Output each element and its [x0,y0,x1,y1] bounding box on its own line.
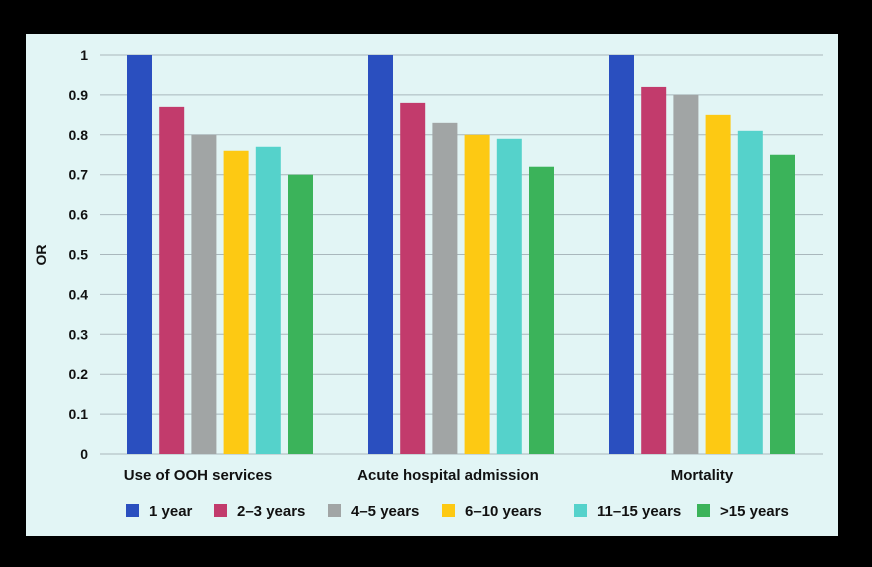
legend-label: 2–3 years [237,503,305,520]
category-label: Use of OOH services [124,467,272,484]
bar-chart: 0 0.1 0.2 0.3 0.4 0.5 0.6 0.7 0.8 0.9 1 Use of OOH… [33,47,823,520]
legend-swatch [574,504,587,517]
legend-label: 11–15 years [597,503,681,520]
bar [641,86,667,455]
bar [705,114,731,454]
bar [496,138,522,454]
y-tick-label: 0 [80,446,88,462]
bar [127,55,152,454]
y-tick-label: 0.3 [69,326,89,342]
bar [464,134,490,455]
legend-label: 1 year [149,503,193,520]
y-tick-label: 0.4 [69,286,89,302]
y-tick-label: 0.8 [69,127,89,143]
category-label: Acute hospital admission [357,467,539,484]
legend-swatch [328,504,341,517]
y-tick-label: 1 [80,47,88,63]
legend-label: 4–5 years [351,503,419,520]
legend-swatch [214,504,227,517]
legend-swatch [442,504,455,517]
bar [223,150,249,454]
y-tick-label: 0.5 [69,247,89,263]
bar [159,106,185,455]
legend-swatch [697,504,710,517]
bar [737,130,763,454]
bar [770,154,795,454]
bar [368,55,393,454]
y-tick-label: 0.9 [69,87,89,103]
y-tick-label: 0.7 [69,167,89,183]
bar [400,102,426,454]
bar [609,55,634,454]
y-tick-label: 0.6 [69,207,89,223]
bar [529,166,554,454]
bar [255,146,281,454]
bar [191,134,217,455]
category-label: Mortality [671,467,734,484]
y-tick-label: 0.2 [69,366,89,382]
gridlines [100,54,823,455]
legend-swatch [126,504,139,517]
legend-label: >15 years [720,503,789,520]
legend-label: 6–10 years [465,503,542,520]
bar [432,122,458,454]
bar [673,94,699,455]
y-tick-labels: 0 0.1 0.2 0.3 0.4 0.5 0.6 0.7 0.8 0.9 1 [69,47,89,462]
y-axis-label: OR [33,245,49,266]
y-tick-label: 0.1 [69,406,89,422]
bars [127,55,795,455]
bar [288,174,313,454]
category-labels: Use of OOH services Acute hospital admiss… [124,467,734,484]
chart-panel: 0 0.1 0.2 0.3 0.4 0.5 0.6 0.7 0.8 0.9 1 Use of OOH… [26,34,838,536]
legend: 1 year 2–3 years 4–5 years 6–10 years 11–15 … [126,503,789,520]
